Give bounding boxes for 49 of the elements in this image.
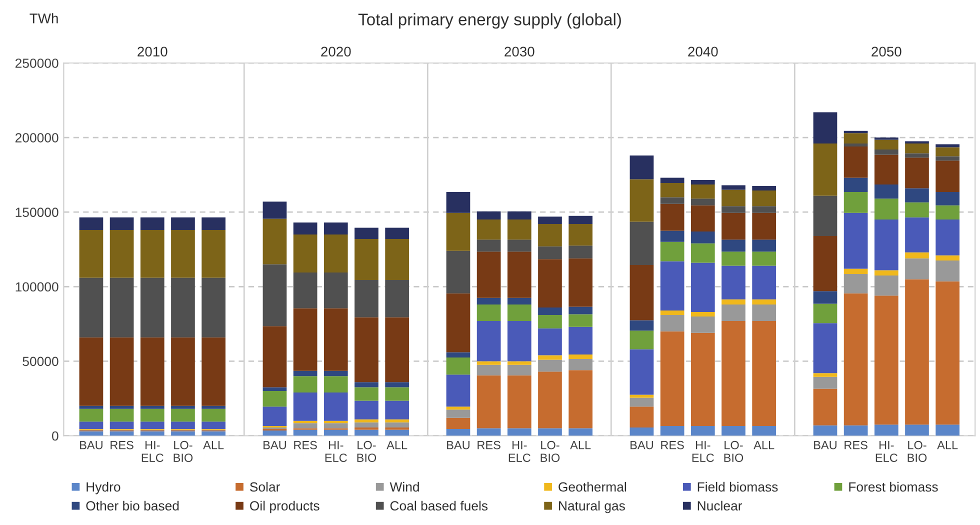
x-tick-label: BAU <box>630 441 653 450</box>
x-tick-label: RES <box>844 440 868 450</box>
x-tick-label: RES <box>478 440 500 450</box>
x-tick-label: ALL <box>386 441 408 450</box>
x-tick-label: LO- BIO <box>357 440 376 462</box>
x-tick-label: HI- ELC <box>876 441 898 462</box>
y-tick-label: 100000 <box>16 282 58 292</box>
legend-label: Other bio based <box>86 500 179 511</box>
text: 2030 <box>504 46 534 57</box>
x-tick-label: LO- BIO <box>174 440 193 462</box>
y-tick-label: 50000 <box>22 356 58 366</box>
legend-label: Solar <box>250 482 280 492</box>
legend-label: Oil products <box>250 500 320 514</box>
legend-label: Coal based fuels <box>390 500 488 511</box>
legend-label: Wind <box>390 482 419 492</box>
y-axis-title: TWh <box>30 13 58 24</box>
x-tick-label: HI- ELC <box>142 441 164 462</box>
text: 2020 <box>321 46 351 57</box>
x-tick-label: ALL <box>937 441 958 450</box>
x-tick-label: HI- ELC <box>325 441 347 462</box>
y-tick-label: 150000 <box>16 208 58 218</box>
chart-title: Total primary energy supply (global) <box>358 13 621 29</box>
legend-label: Field biomass <box>698 482 778 492</box>
x-tick-label: BAU <box>80 441 102 450</box>
y-tick-label: 200000 <box>15 133 58 142</box>
y-tick-label: 0 <box>52 431 58 441</box>
x-tick-label: LO- BIO <box>540 440 560 462</box>
text: 2040 <box>688 46 718 57</box>
x-tick-label: LO- BIO <box>724 440 744 462</box>
legend-label: Hydro <box>86 482 120 494</box>
legend-label: Forest biomass <box>849 482 938 492</box>
x-tick-label: RES <box>110 440 134 450</box>
legend-label: Natural gas <box>559 500 625 514</box>
x-tick-label: HI- ELC <box>692 441 714 462</box>
x-tick-label: HI- ELC <box>508 441 530 462</box>
x-tick-label: BAU <box>814 441 836 450</box>
x-tick-label: LO- BIO <box>908 440 927 462</box>
text: 2050 <box>872 46 902 57</box>
x-tick-label: RES <box>661 440 684 450</box>
legend-label: Nuclear <box>698 500 742 511</box>
x-tick-label: RES <box>294 440 317 450</box>
y-tick-label: 250000 <box>15 58 58 68</box>
x-tick-label: BAU <box>264 441 286 450</box>
x-tick-label: ALL <box>754 441 774 450</box>
legend-label: Geothermal <box>558 482 626 492</box>
x-tick-label: BAU <box>447 441 470 450</box>
x-tick-label: ALL <box>203 441 224 450</box>
x-tick-label: ALL <box>570 441 591 450</box>
text: 2010 <box>138 46 168 57</box>
